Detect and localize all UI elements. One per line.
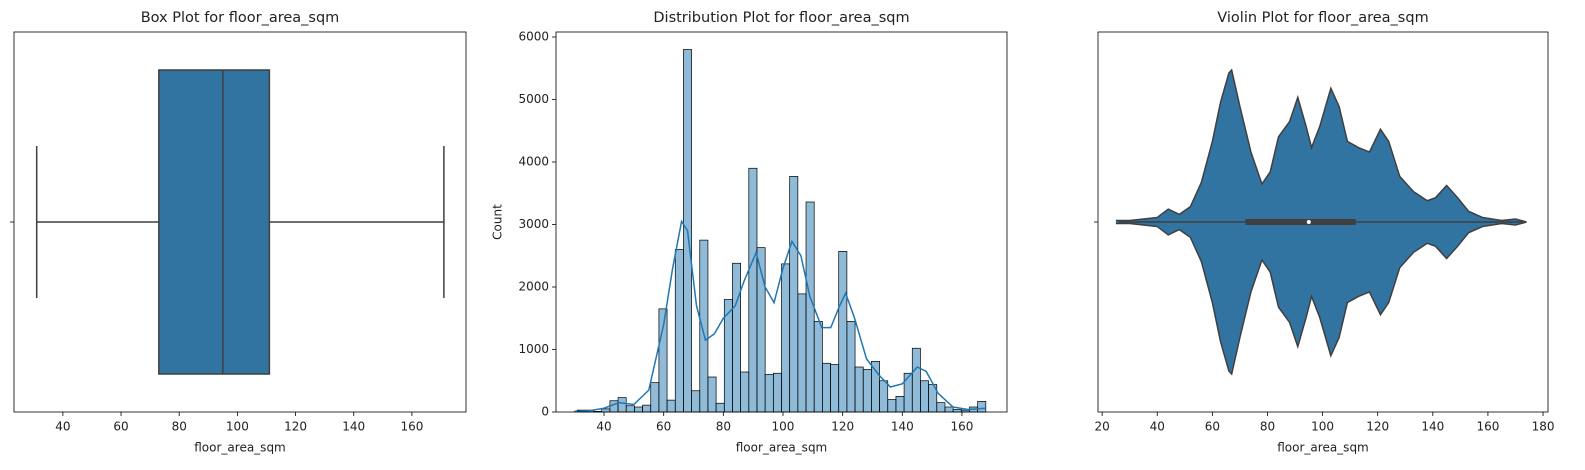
bar [650, 382, 660, 413]
x-tick-label: 120 [831, 420, 854, 434]
bar [797, 293, 807, 413]
x-tick-label: 100 [772, 420, 795, 434]
x-tick-label: 40 [1150, 420, 1165, 434]
bar [666, 399, 676, 413]
axes-frame [13, 31, 467, 413]
y-tick-label: 0 [541, 405, 549, 419]
bar [772, 372, 782, 413]
violin-lower-edge [1115, 221, 1527, 376]
bar [634, 406, 643, 413]
bar [732, 262, 741, 413]
y-tick-label: 2000 [518, 280, 549, 294]
bar [822, 362, 831, 413]
x-tick-label: 80 [1260, 420, 1275, 434]
bar [895, 396, 905, 413]
axes-frame [555, 31, 1008, 413]
bar [838, 251, 848, 413]
x-tick-label: 40 [596, 420, 611, 434]
x-tick-label: 60 [1205, 420, 1220, 434]
y-tick-label: 1000 [518, 342, 549, 356]
bar [748, 167, 758, 413]
x-tick-label: 80 [172, 420, 187, 434]
bar [862, 369, 872, 413]
bar [936, 402, 946, 413]
bar [903, 372, 913, 413]
bar [699, 239, 709, 413]
x-tick-label: 60 [113, 420, 128, 434]
y-tick-label: 5000 [518, 92, 549, 106]
x-tick-label: 160 [951, 420, 974, 434]
chart-title: Violin Plot for floor_area_sqm [1217, 10, 1428, 26]
x-tick-label: 60 [656, 420, 671, 434]
x-axis-label: floor_area_sqm [736, 441, 828, 455]
bar [887, 399, 897, 413]
bar [642, 404, 652, 413]
bar [805, 201, 815, 413]
bar [781, 263, 791, 413]
bar [715, 402, 725, 413]
bar [854, 366, 864, 413]
y-tick-label: 3000 [518, 217, 549, 231]
x-tick-label: 140 [1421, 420, 1444, 434]
bar [674, 249, 684, 413]
violin-upper-edge [1115, 68, 1527, 223]
x-tick-label: 140 [342, 420, 365, 434]
bar [764, 374, 774, 413]
y-tick-label: 6000 [518, 30, 549, 44]
y-tick-label: 4000 [518, 155, 549, 169]
bar [601, 408, 611, 413]
bar [911, 347, 921, 413]
bar [879, 380, 889, 413]
axes-frame [1097, 31, 1549, 413]
box [158, 69, 271, 375]
x-tick-label: 160 [400, 420, 423, 434]
x-tick-label: 120 [284, 420, 307, 434]
x-axis-label: floor_area_sqm [1277, 441, 1369, 455]
x-tick-label: 100 [226, 420, 249, 434]
kde-line [574, 219, 986, 413]
x-axis-label: floor_area_sqm [194, 441, 286, 455]
bar [707, 376, 717, 413]
violin-lower [1115, 222, 1527, 374]
bar [830, 364, 840, 413]
bar [871, 361, 880, 413]
bar [617, 397, 627, 413]
x-tick-label: 80 [716, 420, 731, 434]
violin-upper [1115, 70, 1527, 222]
bar [846, 321, 856, 413]
bar [740, 371, 750, 413]
chart-title: Box Plot for floor_area_sqm [141, 10, 340, 26]
x-tick-label: 160 [1476, 420, 1499, 434]
x-tick-label: 40 [55, 420, 70, 434]
x-tick-label: 100 [1311, 420, 1334, 434]
bar [977, 401, 987, 413]
chart-title: Distribution Plot for floor_area_sqm [653, 10, 909, 26]
bar [920, 380, 929, 413]
bar [789, 176, 799, 413]
bar [813, 321, 823, 413]
x-tick-label: 20 [1094, 420, 1109, 434]
x-tick-label: 140 [891, 420, 914, 434]
x-tick-label: 180 [1532, 420, 1555, 434]
bar [625, 405, 635, 413]
bar [944, 406, 954, 413]
x-tick-label: 120 [1366, 420, 1389, 434]
inner-box [1245, 219, 1356, 225]
y-axis-label: Count [491, 204, 505, 240]
inner-median [1306, 220, 1311, 224]
bar [691, 390, 701, 413]
